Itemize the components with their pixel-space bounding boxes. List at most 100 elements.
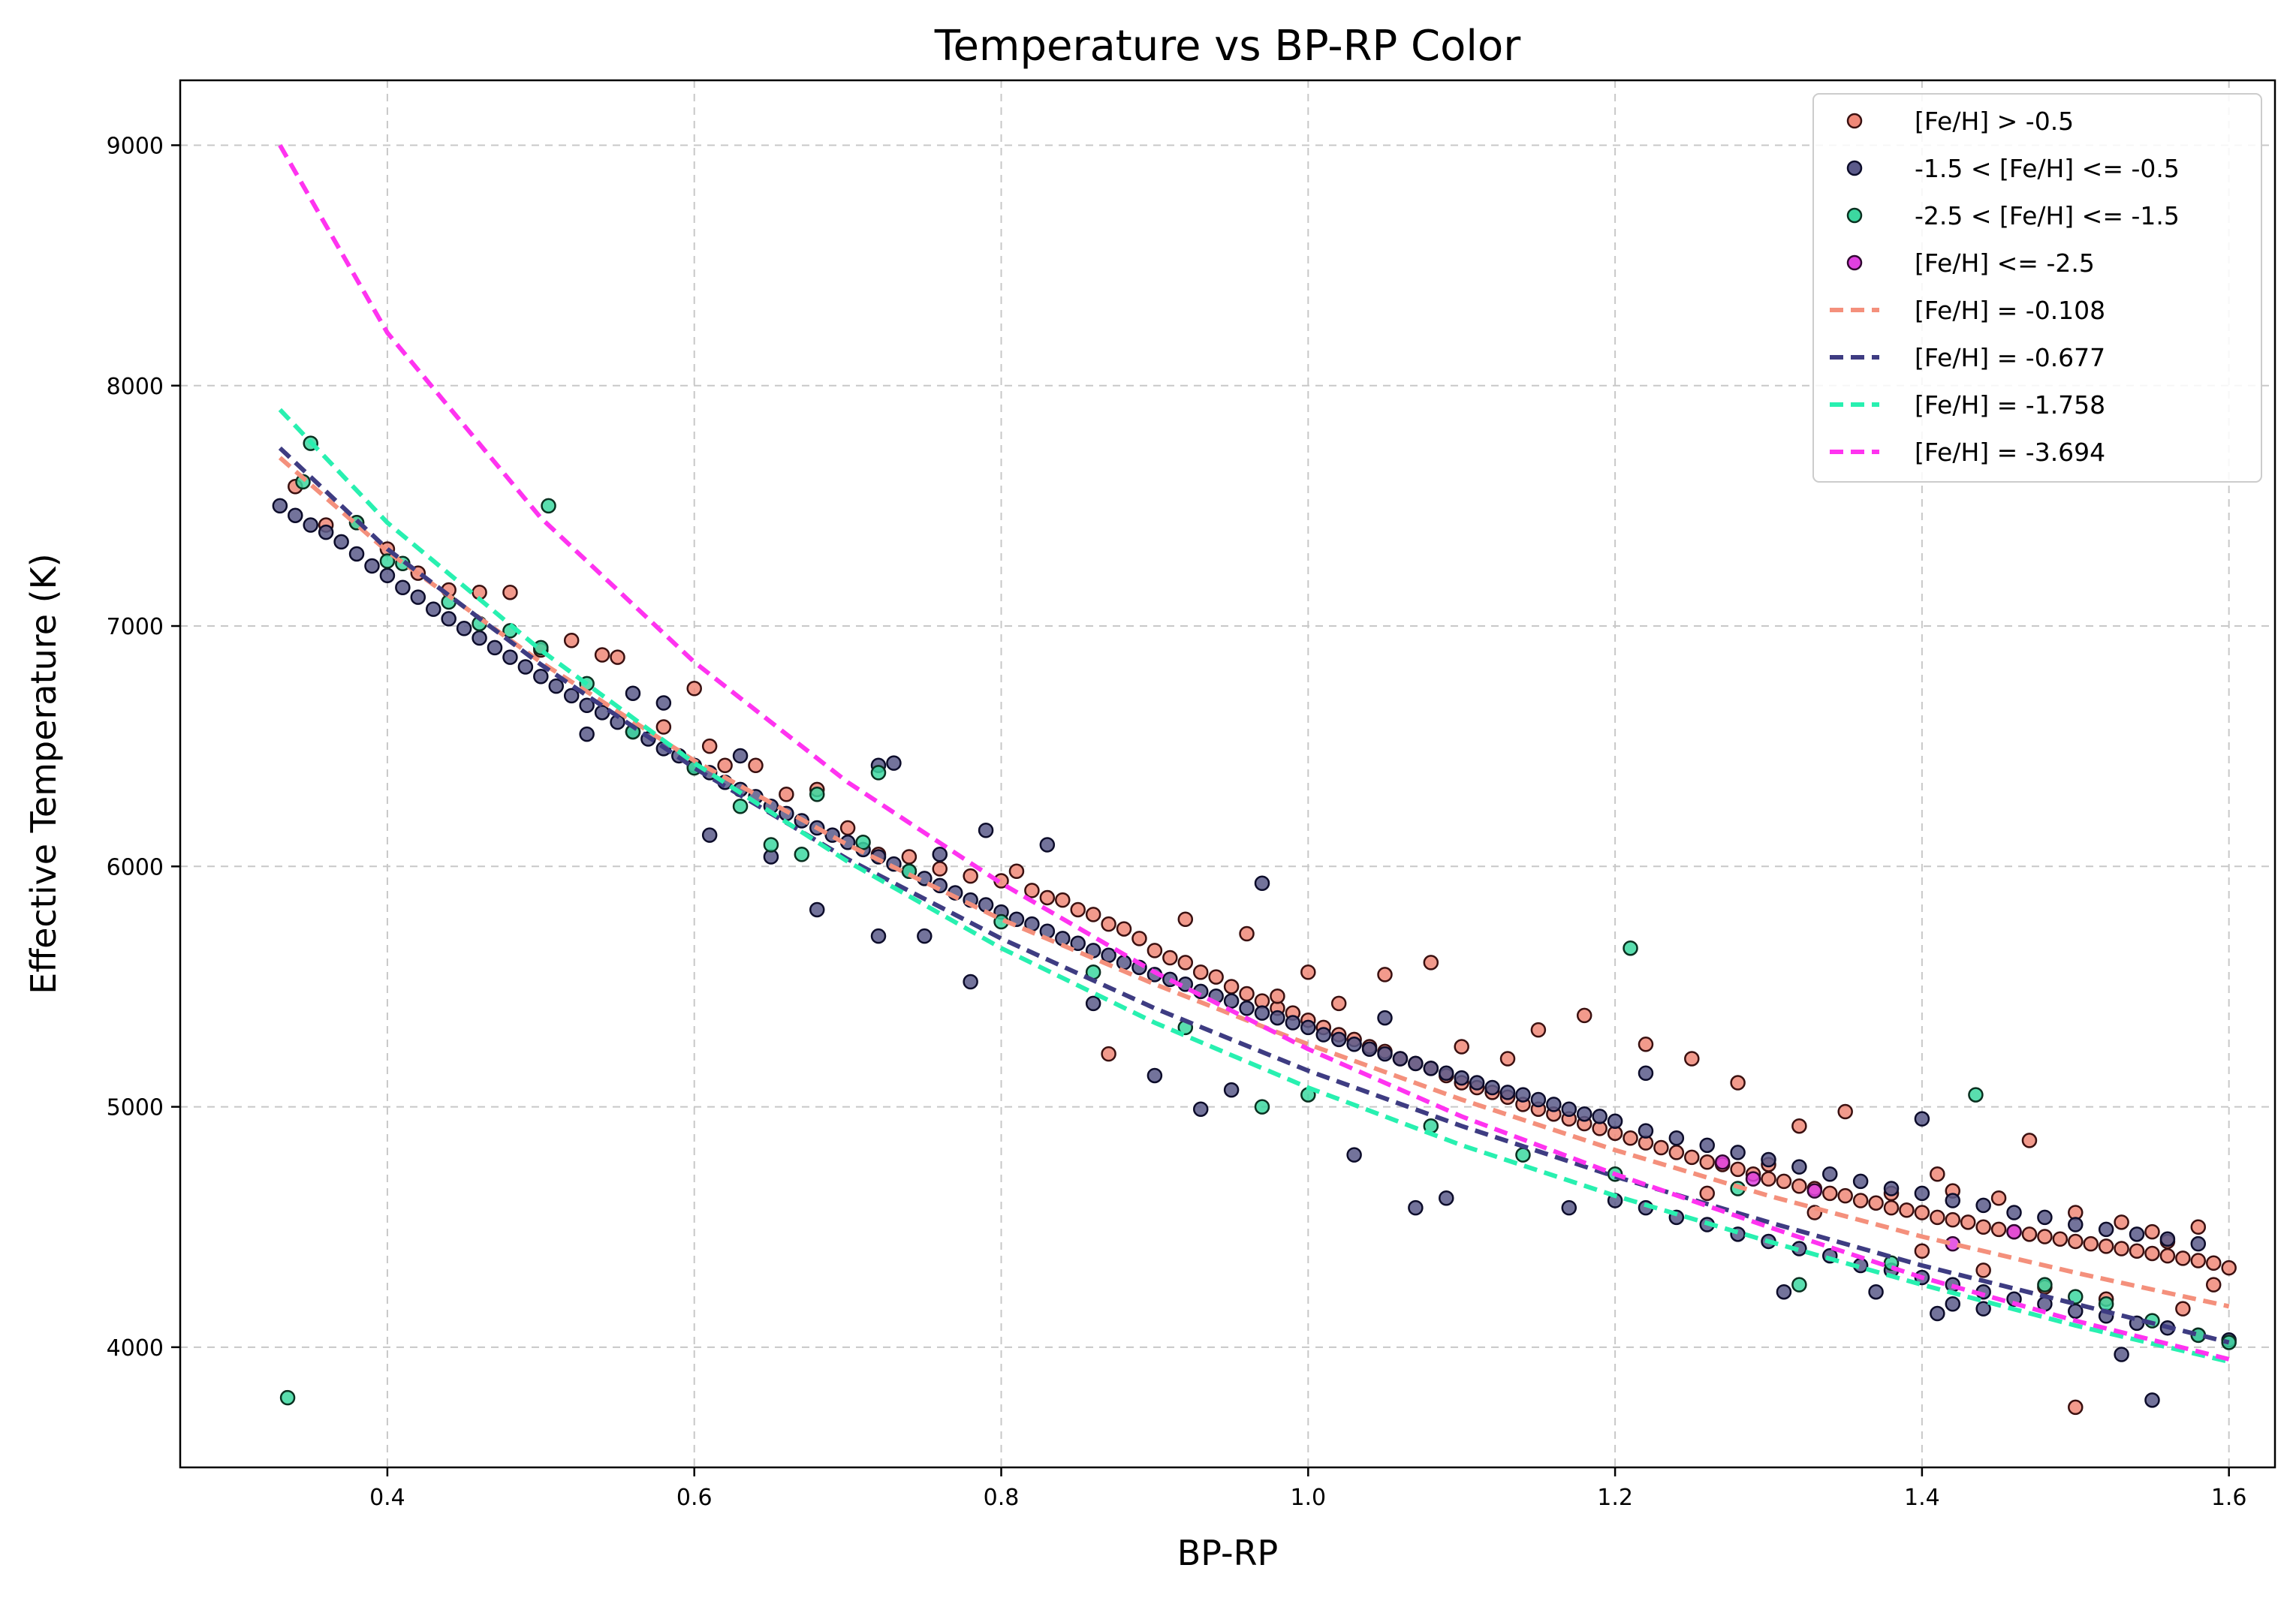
data-point-series-3 [870, 765, 887, 781]
data-point-series-2 [1945, 1296, 1961, 1312]
data-point-series-2 [1377, 1046, 1393, 1062]
data-point-series-1 [2190, 1253, 2207, 1268]
data-point-series-2 [348, 546, 365, 562]
data-point-series-1 [1975, 1262, 1991, 1278]
data-point-series-1 [2114, 1214, 2129, 1230]
data-point-series-1 [2144, 1245, 2160, 1262]
legend-marker-series-2 [1846, 160, 1863, 176]
data-point-series-2 [1300, 1019, 1316, 1036]
data-point-series-1 [2068, 1233, 2084, 1250]
data-point-series-2 [701, 827, 718, 843]
data-point-series-1 [1930, 1166, 1945, 1182]
data-point-series-3 [279, 1389, 296, 1406]
data-point-series-2 [410, 589, 426, 605]
data-point-series-2 [625, 685, 641, 701]
data-point-series-2 [456, 620, 472, 636]
y-axis-title: Effective Temperature (K) [23, 553, 64, 994]
data-point-series-1 [2114, 1241, 2129, 1256]
data-point-series-1 [1914, 1205, 1930, 1220]
data-point-series-1 [2052, 1231, 2069, 1247]
data-point-series-1 [1055, 892, 1071, 908]
data-point-series-2 [2037, 1209, 2053, 1226]
data-point-series-2 [1439, 1065, 1454, 1081]
data-point-series-1 [2083, 1235, 2099, 1252]
x-tick-label: 1.4 [1904, 1485, 1940, 1511]
data-point-series-1 [963, 868, 978, 884]
data-point-series-3 [1254, 1099, 1270, 1115]
data-point-series-1 [1177, 911, 1194, 928]
data-point-series-2 [1975, 1197, 1991, 1214]
data-point-series-1 [1990, 1190, 2007, 1206]
scatter-points [272, 435, 2237, 1416]
y-tick-label: 8000 [107, 374, 164, 400]
data-point-series-1 [717, 757, 733, 774]
data-point-series-1 [1930, 1209, 1945, 1226]
data-point-series-1 [2098, 1238, 2114, 1254]
data-point-series-1 [2068, 1399, 2084, 1416]
data-point-series-1 [1300, 964, 1316, 980]
chart-title: Temperature vs BP-RP Color [934, 22, 1521, 71]
data-point-series-1 [1684, 1051, 1700, 1067]
data-point-series-1 [2205, 1277, 2222, 1293]
data-point-series-2 [1883, 1181, 1900, 1196]
data-point-series-2 [1561, 1199, 1577, 1216]
data-point-series-2 [1791, 1159, 1807, 1175]
data-point-series-1 [1883, 1199, 1900, 1216]
legend-marker-series-1 [1846, 113, 1863, 129]
legend-marker-series-3 [1846, 207, 1863, 224]
data-point-series-2 [1101, 947, 1116, 964]
data-point-series-2 [1346, 1147, 1362, 1163]
data-point-series-2 [1192, 1101, 1209, 1118]
data-point-series-2 [1254, 875, 1270, 891]
data-point-series-2 [563, 688, 580, 704]
data-point-series-1 [2205, 1255, 2222, 1271]
data-point-series-1 [1208, 969, 1224, 985]
data-point-series-1 [932, 861, 948, 877]
data-point-series-1 [1146, 943, 1163, 958]
data-point-series-1 [1039, 889, 1056, 906]
data-point-series-1 [1377, 967, 1393, 983]
data-point-series-1 [1239, 925, 1255, 942]
data-point-series-3 [2068, 1289, 2084, 1305]
data-point-series-1 [1008, 863, 1025, 879]
data-point-series-1 [1730, 1161, 1746, 1178]
data-point-series-2 [1546, 1097, 1562, 1112]
data-point-series-2 [1668, 1130, 1685, 1146]
x-tick-label: 0.6 [676, 1485, 713, 1511]
data-point-series-2 [1408, 1055, 1424, 1072]
data-point-series-1 [2144, 1223, 2160, 1240]
data-point-series-2 [1146, 1067, 1163, 1084]
data-point-series-1 [1653, 1139, 1669, 1156]
legend-label: -1.5 < [Fe/H] <= -0.5 [1915, 154, 2180, 183]
data-point-series-2 [2006, 1205, 2022, 1220]
data-point-series-1 [779, 786, 794, 802]
data-point-series-2 [1377, 1010, 1393, 1026]
data-point-series-1 [2221, 1259, 2237, 1276]
data-point-series-1 [1192, 964, 1209, 980]
data-point-series-2 [1361, 1041, 1378, 1057]
data-point-series-3 [794, 847, 810, 862]
data-point-series-1 [1270, 989, 1285, 1004]
data-point-series-3 [1968, 1087, 1984, 1103]
data-point-series-3 [763, 837, 779, 853]
data-point-series-1 [2159, 1247, 2176, 1264]
data-point-series-2 [1638, 1123, 1654, 1139]
data-point-series-2 [870, 928, 887, 944]
data-point-series-1 [1668, 1145, 1685, 1160]
data-point-series-1 [1822, 1185, 1838, 1202]
data-point-series-2 [917, 928, 933, 944]
data-point-series-2 [1392, 1051, 1409, 1067]
fit-lines [278, 144, 2230, 1365]
data-point-series-2 [1039, 837, 1056, 853]
data-point-series-2 [1454, 1070, 1469, 1086]
data-point-series-2 [809, 901, 825, 918]
data-point-series-1 [1116, 921, 1132, 937]
data-point-series-2 [1975, 1301, 1991, 1317]
data-point-series-1 [1791, 1178, 1807, 1194]
data-point-series-2 [1315, 1027, 1331, 1043]
data-point-series-3 [541, 498, 556, 514]
data-point-series-2 [1070, 935, 1086, 952]
data-point-series-2 [1223, 1082, 1240, 1098]
data-point-series-2 [1576, 1106, 1592, 1122]
data-point-series-1 [901, 849, 917, 865]
